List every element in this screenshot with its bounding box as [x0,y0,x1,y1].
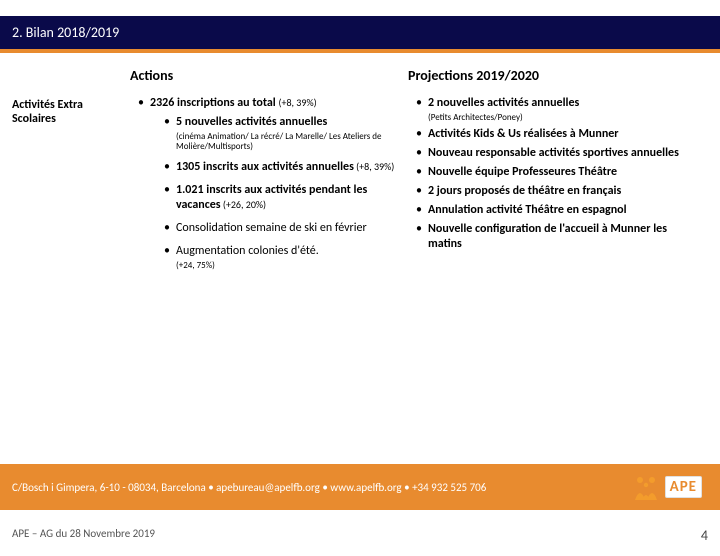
actions-sub-item: 5 nouvelles activités annuelles (cinéma A… [164,115,398,152]
actions-sub-text: 1305 inscrits aux activités annuelles [176,160,354,174]
projection-item: Nouveau responsable activités sportives … [416,146,698,161]
actions-sub-item: Augmentation colonies d'été. (+24, 75%) [164,244,398,271]
page-number: 4 [701,527,708,544]
actions-sub-text: Augmentation colonies d'été. [176,244,319,258]
projection-text: Nouveau responsable activités sportives … [428,146,679,160]
footer-band: C/Bosch i Gimpera, 6-10 - 08034, Barcelo… [0,464,720,510]
slide-title-bar: 2. Bilan 2018/2019 [0,16,720,53]
actions-lead-item: 2326 inscriptions au total (+8, 39%) 5 n… [138,96,398,271]
projection-text: Nouvelle équipe Professeures Théâtre [428,165,617,179]
actions-sub-text: 5 nouvelles activités annuelles [176,115,327,129]
projection-item: Nouvelle configuration de l'accueil à Mu… [416,222,698,252]
projection-item: Nouvelle équipe Professeures Théâtre [416,165,698,180]
projection-note: (Petits Architectes/Poney) [428,113,698,123]
actions-sub-note: (+24, 75%) [176,261,398,271]
header-actions: Actions [124,59,402,92]
projection-text: 2 jours proposés de théâtre en français [428,184,621,198]
actions-sublist: 5 nouvelles activités annuelles (cinéma A… [150,115,398,271]
projections-cell: 2 nouvelles activités annuelles (Petits A… [402,92,702,283]
projection-text: Annulation activité Théâtre en espagnol [428,203,627,217]
projection-item: Activités Kids & Us réalisées à Munner [416,127,698,142]
actions-sub-note: (cinéma Animation/ La récré/ La Marelle/… [176,132,398,152]
projections-list: 2 nouvelles activités annuelles (Petits A… [406,96,698,252]
actions-lead: 2326 inscriptions au total [150,96,276,110]
actions-sub-item: 1.021 inscrits aux activités pendant les… [164,183,398,213]
header-empty [6,59,124,92]
event-label: APE – AG du 28 Novembre 2019 [12,527,155,544]
bottom-line: APE – AG du 28 Novembre 2019 4 [12,527,708,544]
actions-sub-text: 1.021 inscrits aux activités pendant les… [176,183,367,212]
actions-list: 2326 inscriptions au total (+8, 39%) 5 n… [128,96,398,271]
actions-sub-item: Consolidation semaine de ski en février [164,221,398,236]
actions-lead-annot: (+8, 39%) [278,96,316,109]
actions-cell: 2326 inscriptions au total (+8, 39%) 5 n… [124,92,402,283]
content-grid: Actions Projections 2019/2020 Activités … [0,53,720,283]
actions-sub-annot: (+26, 20%) [221,198,266,211]
logo-block: APE [631,474,702,500]
actions-sub-text: Consolidation semaine de ski en février [176,221,367,235]
projection-text: Nouvelle configuration de l'accueil à Mu… [428,222,667,251]
logo-text-wrap: APE [665,476,702,498]
projection-item: 2 jours proposés de théâtre en français [416,184,698,199]
actions-sub-item: 1305 inscrits aux activités annuelles (+… [164,160,398,175]
projection-text: 2 nouvelles activités annuelles [428,96,579,110]
projection-text: Activités Kids & Us réalisées à Munner [428,127,619,141]
row-label: Activités Extra Scolaires [6,92,124,283]
header-projections: Projections 2019/2020 [402,59,702,92]
projection-item: Annulation activité Théâtre en espagnol [416,203,698,218]
footer-address: C/Bosch i Gimpera, 6-10 - 08034, Barcelo… [12,481,631,494]
family-icon [631,474,661,500]
logo-text: APE [665,476,702,498]
projection-item: 2 nouvelles activités annuelles (Petits A… [416,96,698,123]
actions-sub-annot: (+8, 39%) [354,160,394,173]
slide-title: 2. Bilan 2018/2019 [12,24,119,41]
